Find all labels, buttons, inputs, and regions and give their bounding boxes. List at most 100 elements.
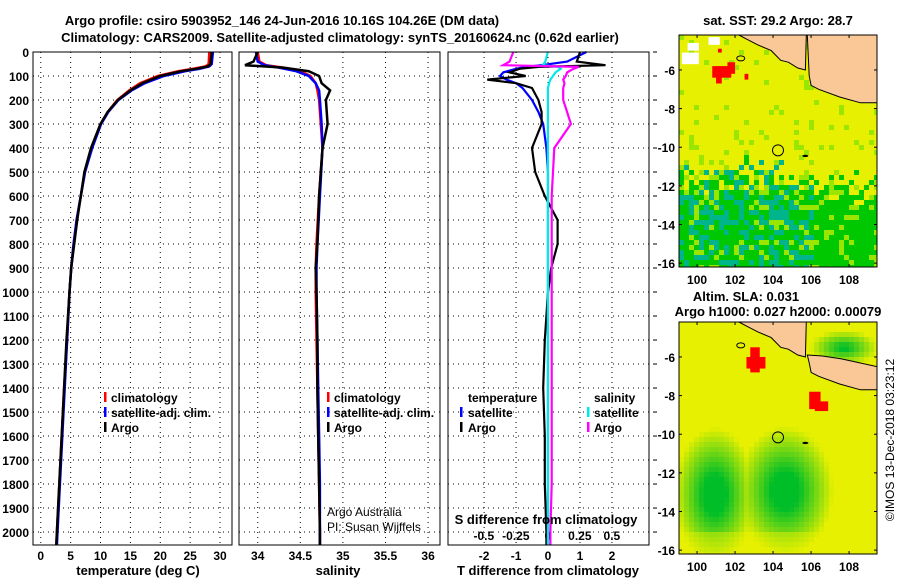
map-cell: [694, 477, 699, 482]
map-cell: [724, 255, 729, 260]
map-cell: [764, 477, 769, 482]
map-cell: [864, 125, 869, 130]
map-cell: [764, 552, 769, 554]
map-cell: [694, 487, 699, 492]
map-cell: [744, 477, 749, 482]
map-cell: [769, 492, 774, 497]
map-cell: [844, 512, 849, 517]
map-cell: [744, 230, 749, 235]
warm-anomaly-patch: [717, 48, 722, 53]
map-cell: [744, 507, 749, 512]
map-cell: [694, 215, 699, 220]
map-cell: [854, 215, 859, 220]
map-cell: [714, 245, 719, 250]
map-cell: [854, 552, 859, 554]
map-cell: [799, 407, 804, 412]
depth-tick-label: 1100: [3, 310, 29, 324]
map-cell: [849, 322, 854, 327]
map-cell: [719, 522, 724, 527]
map-cell: [714, 387, 719, 392]
map-cell: [704, 120, 709, 125]
map-cell: [709, 115, 714, 120]
map-cell: [759, 120, 764, 125]
map-cell: [784, 130, 789, 135]
map-cell: [874, 482, 877, 487]
map-cell: [784, 537, 789, 542]
map-cell: [699, 245, 704, 250]
map-cell: [814, 462, 819, 467]
map-cell: [789, 402, 794, 407]
legend-label: Argo: [594, 421, 622, 435]
map-cell: [729, 397, 734, 402]
map-cell: [854, 322, 859, 327]
map-cell: [849, 140, 854, 145]
map-cell: [689, 35, 694, 40]
map-cell: [749, 225, 754, 230]
map-cell: [734, 507, 739, 512]
map-cell: [744, 457, 749, 462]
map-cell: [804, 457, 809, 462]
map-cell: [739, 175, 744, 180]
map-cell: [694, 447, 699, 452]
map-cell: [724, 175, 729, 180]
map-cell: [709, 412, 714, 417]
map-cell: [809, 502, 814, 507]
map-cell: [689, 170, 694, 175]
map-cell: [684, 75, 689, 80]
map-cell: [799, 175, 804, 180]
map-cell: [864, 422, 869, 427]
map-cell: [839, 135, 844, 140]
map-cell: [819, 492, 824, 497]
map-cell: [804, 215, 809, 220]
map-cell: [764, 80, 769, 85]
map-cell: [709, 467, 714, 472]
map-cell: [819, 90, 824, 95]
map-cell: [849, 175, 854, 180]
map-cell: [754, 210, 759, 215]
map-cell: [864, 265, 869, 267]
map-cell: [834, 155, 839, 160]
lon-tick-label: 100: [687, 560, 707, 574]
map-cell: [719, 382, 724, 387]
map-cell: [794, 432, 799, 437]
map-cell: [759, 447, 764, 452]
map-cell: [714, 507, 719, 512]
map-cell: [699, 100, 704, 105]
map-cell: [799, 255, 804, 260]
map-cell: [729, 427, 734, 432]
map-cell: [874, 497, 877, 502]
map-cell: [704, 50, 709, 55]
map-cell: [849, 492, 854, 497]
map-cell: [834, 462, 839, 467]
map-cell: [754, 537, 759, 542]
map-cell: [679, 170, 684, 175]
map-cell: [684, 492, 689, 497]
map-cell: [804, 65, 809, 70]
map-cell: [719, 482, 724, 487]
map-cell: [759, 85, 764, 90]
map-cell: [709, 532, 714, 537]
map-cell: [754, 527, 759, 532]
map-cell: [739, 65, 744, 70]
map-cell: [729, 502, 734, 507]
map-cell: [779, 150, 784, 155]
map-cell: [714, 477, 719, 482]
map-cell: [754, 105, 759, 110]
map-cell: [844, 235, 849, 240]
map-cell: [699, 332, 704, 337]
map-cell: [779, 427, 784, 432]
map-cell: [869, 115, 874, 120]
map-cell: [694, 230, 699, 235]
map-cell: [804, 80, 809, 85]
map-cell: [819, 522, 824, 527]
map-cell: [689, 245, 694, 250]
map-cell: [719, 85, 724, 90]
map-cell: [704, 180, 709, 185]
map-cell: [734, 110, 739, 115]
map-cell: [709, 55, 714, 60]
map-cell: [814, 220, 819, 225]
map-cell: [744, 437, 749, 442]
map-cell: [729, 477, 734, 482]
map-cell: [689, 357, 694, 362]
map-cell: [774, 352, 779, 357]
